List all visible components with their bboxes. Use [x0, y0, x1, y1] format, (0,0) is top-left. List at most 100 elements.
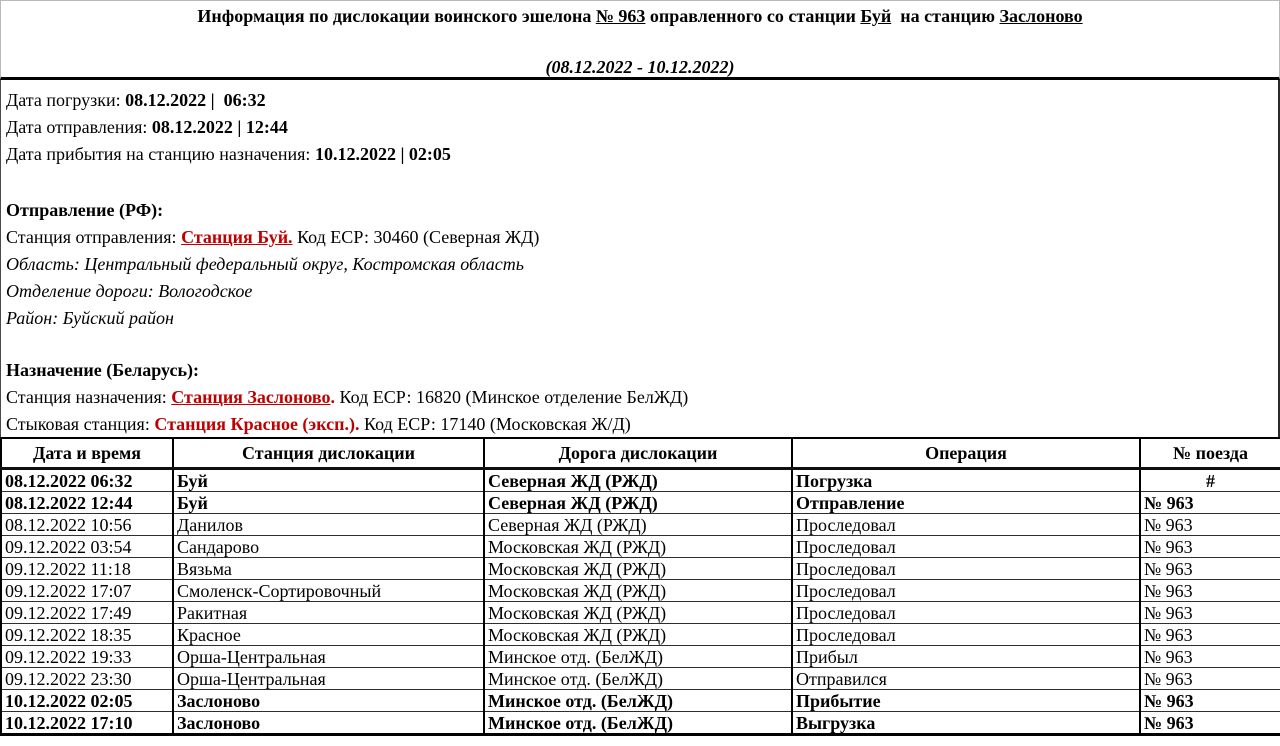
cell-road: Минское отд. (БелЖД) — [483, 711, 793, 735]
cell-road: Московская ЖД (РЖД) — [483, 579, 793, 602]
destination-station-line: Станция назначения: Станция Заслоново. К… — [6, 384, 1272, 411]
departure-date-label: Дата отправления: — [6, 117, 152, 137]
cell-datetime: 09.12.2022 17:49 — [0, 601, 174, 624]
junction-station-label: Стыковая станция: — [6, 414, 155, 434]
title-destination-station: Заслоново — [999, 6, 1083, 26]
cell-train-no: № 963 — [1139, 579, 1280, 602]
junction-station-code: Код ЕСР: 17140 (Московская Ж/Д) — [359, 414, 631, 434]
cell-road: Минское отд. (БелЖД) — [483, 645, 793, 668]
title-text: на станцию — [891, 6, 1000, 26]
cell-station: Заслоново — [172, 711, 485, 735]
cell-road: Северная ЖД (РЖД) — [483, 513, 793, 536]
cell-road: Минское отд. (БелЖД) — [483, 689, 793, 712]
cell-station: Ракитная — [172, 601, 485, 624]
cell-station: Смоленск-Сортировочный — [172, 579, 485, 602]
departure-station-line: Станция отправления: Станция Буй. Код ЕС… — [6, 224, 1272, 251]
cell-train-no: # — [1139, 468, 1280, 492]
table-row: 09.12.2022 11:18 Вязьма Московская ЖД (РЖД… — [0, 557, 1280, 580]
page-title: Информация по дислокации воинского эшело… — [1, 1, 1279, 27]
arrival-date-line: Дата прибытия на станцию назначения: 10.… — [6, 141, 1272, 168]
cell-station: Орша-Центральная — [172, 645, 485, 668]
column-header-train-no: № поезда — [1139, 438, 1280, 470]
destination-section-heading: Назначение (Беларусь): — [6, 360, 199, 380]
cell-operation: Проследовал — [791, 579, 1141, 602]
cell-datetime: 08.12.2022 10:56 — [0, 513, 174, 536]
cell-road: Московская ЖД (РЖД) — [483, 535, 793, 558]
cell-station: Вязьма — [172, 557, 485, 580]
destination-station-link[interactable]: Станция Заслоново — [171, 387, 331, 407]
destination-station-label: Станция назначения: — [6, 387, 172, 407]
departure-district-line: Район: Буйский район — [6, 308, 174, 328]
loading-date-label: Дата погрузки: — [6, 90, 126, 110]
arrival-date-value: 10.12.2022 | 02:05 — [314, 144, 451, 164]
cell-datetime: 10.12.2022 02:05 — [0, 689, 174, 712]
cell-station: Заслоново — [172, 689, 485, 712]
table-row: 08.12.2022 12:44 Буй Северная ЖД (РЖД) Отпр… — [0, 491, 1280, 514]
table-header-row: Дата и время Станция дислокации Дорога д… — [0, 438, 1280, 470]
departure-station-link[interactable]: Станция Буй. — [181, 227, 293, 247]
spacer — [6, 168, 1272, 197]
cell-datetime: 09.12.2022 23:30 — [0, 667, 174, 690]
table-row: 08.12.2022 10:56 Данилов Северная ЖД (РЖД)… — [0, 513, 1280, 536]
table-row: 09.12.2022 23:30 Орша-Центральная Минское … — [0, 667, 1280, 690]
cell-operation: Проследовал — [791, 557, 1141, 580]
cell-road: Северная ЖД (РЖД) — [483, 491, 793, 514]
table-row: 09.12.2022 03:54 Сандарово Московская ЖД (… — [0, 535, 1280, 558]
title-text: оправленного со станции — [645, 6, 861, 26]
cell-train-no: № 963 — [1139, 667, 1280, 690]
destination-station-code: Код ЕСР: 16820 (Минское отделение БелЖД) — [335, 387, 689, 407]
cell-train-no: № 963 — [1139, 491, 1280, 514]
column-header-operation: Операция — [791, 438, 1141, 470]
cell-train-no: № 963 — [1139, 601, 1280, 624]
loading-date-value: 08.12.2022 | 06:32 — [125, 90, 266, 110]
cell-road: Минское отд. (БелЖД) — [483, 667, 793, 690]
cell-operation: Отправился — [791, 667, 1141, 690]
title-origin-station: Буй — [860, 6, 892, 26]
cell-operation: Проследовал — [791, 601, 1141, 624]
destination-station-dot: . — [330, 387, 336, 407]
table-row: 09.12.2022 19:33 Орша-Центральная Минское … — [0, 645, 1280, 668]
cell-station: Красное — [172, 623, 485, 646]
cell-station: Данилов — [172, 513, 485, 536]
cell-train-no: № 963 — [1139, 645, 1280, 668]
dislocation-table-body: 08.12.2022 06:32 Буй Северная ЖД (РЖД) Погр… — [0, 468, 1280, 735]
cell-operation: Выгрузка — [791, 711, 1141, 735]
table-row: 09.12.2022 17:49 Ракитная Московская ЖД (Р… — [0, 601, 1280, 624]
cell-datetime: 08.12.2022 06:32 — [0, 468, 174, 492]
table-row: 10.12.2022 17:10 Заслоново Минское отд. (Б… — [0, 711, 1280, 735]
title-train-number: № 963 — [595, 6, 646, 26]
table-row: 09.12.2022 18:35 Красное Московская ЖД (РЖ… — [0, 623, 1280, 646]
cell-operation: Отправление — [791, 491, 1141, 514]
cell-train-no: № 963 — [1139, 535, 1280, 558]
departure-division-line: Отделение дороги: Вологодское — [6, 281, 253, 301]
title-block: Информация по дислокации воинского эшело… — [0, 0, 1280, 80]
column-header-datetime: Дата и время — [0, 438, 174, 470]
cell-road: Московская ЖД (РЖД) — [483, 557, 793, 580]
table-row: 08.12.2022 06:32 Буй Северная ЖД (РЖД) Погр… — [0, 468, 1280, 492]
cell-operation: Проследовал — [791, 535, 1141, 558]
departure-section-heading: Отправление (РФ): — [6, 200, 164, 220]
column-header-road: Дорога дислокации — [483, 438, 793, 470]
cell-station: Буй — [172, 491, 485, 514]
cell-datetime: 09.12.2022 03:54 — [0, 535, 174, 558]
cell-station: Буй — [172, 468, 485, 492]
cell-train-no: № 963 — [1139, 689, 1280, 712]
cell-road: Московская ЖД (РЖД) — [483, 623, 793, 646]
cell-train-no: № 963 — [1139, 513, 1280, 536]
cell-road: Московская ЖД (РЖД) — [483, 601, 793, 624]
cell-road: Северная ЖД (РЖД) — [483, 468, 793, 492]
cell-train-no: № 963 — [1139, 711, 1280, 735]
cell-datetime: 09.12.2022 11:18 — [0, 557, 174, 580]
dislocation-table: Дата и время Станция дислокации Дорога д… — [0, 437, 1280, 736]
table-row: 09.12.2022 17:07 Смоленск-Сортировочный Мо… — [0, 579, 1280, 602]
cell-operation: Проследовал — [791, 623, 1141, 646]
departure-station-code: Код ЕСР: 30460 (Северная ЖД) — [292, 227, 540, 247]
cell-operation: Прибыл — [791, 645, 1141, 668]
cell-datetime: 09.12.2022 17:07 — [0, 579, 174, 602]
cell-operation: Прибытие — [791, 689, 1141, 712]
spacer — [6, 332, 1272, 357]
cell-datetime: 08.12.2022 12:44 — [0, 491, 174, 514]
junction-station-name: Станция Красное (эксп.). — [154, 414, 360, 434]
departure-date-value: 08.12.2022 | 12:44 — [151, 117, 288, 137]
